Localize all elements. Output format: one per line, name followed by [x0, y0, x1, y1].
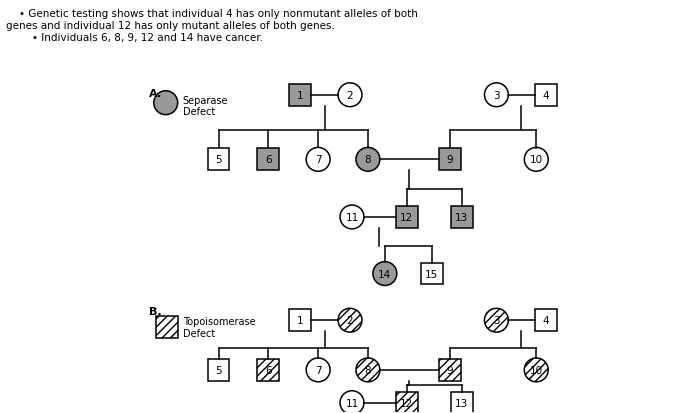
Ellipse shape [373, 262, 397, 286]
Text: 5: 5 [215, 365, 222, 375]
FancyBboxPatch shape [439, 149, 461, 171]
Text: 12: 12 [400, 398, 414, 408]
Text: 3: 3 [493, 316, 500, 325]
FancyBboxPatch shape [536, 85, 557, 107]
FancyBboxPatch shape [451, 206, 473, 228]
Text: 7: 7 [315, 365, 321, 375]
Text: 12: 12 [400, 212, 414, 222]
Text: 4: 4 [543, 316, 550, 325]
Ellipse shape [484, 83, 508, 107]
Text: 9: 9 [447, 365, 453, 375]
Text: 13: 13 [455, 398, 468, 408]
FancyBboxPatch shape [258, 149, 279, 171]
FancyBboxPatch shape [258, 359, 279, 381]
Text: 9: 9 [447, 155, 453, 165]
Text: A.: A. [149, 88, 162, 99]
Text: Defect: Defect [183, 328, 215, 338]
FancyBboxPatch shape [395, 392, 418, 413]
FancyBboxPatch shape [289, 85, 312, 107]
Ellipse shape [524, 358, 548, 382]
Text: 11: 11 [345, 398, 358, 408]
Text: 7: 7 [315, 155, 321, 165]
Text: 6: 6 [265, 155, 272, 165]
FancyBboxPatch shape [421, 263, 442, 285]
Text: • Individuals 6, 8, 9, 12 and 14 have cancer.: • Individuals 6, 8, 9, 12 and 14 have ca… [6, 33, 263, 43]
Text: Topoisomerase: Topoisomerase [183, 316, 256, 326]
Text: B.: B. [149, 306, 162, 316]
Ellipse shape [338, 83, 362, 107]
FancyBboxPatch shape [208, 149, 230, 171]
Text: 15: 15 [425, 269, 438, 279]
Ellipse shape [338, 309, 362, 332]
FancyBboxPatch shape [439, 359, 461, 381]
Text: 14: 14 [378, 269, 391, 279]
FancyBboxPatch shape [208, 359, 230, 381]
Text: • Genetic testing shows that individual 4 has only nonmutant alleles of both: • Genetic testing shows that individual … [6, 9, 418, 19]
Text: 11: 11 [345, 212, 358, 222]
Ellipse shape [340, 206, 364, 229]
Text: 2: 2 [346, 90, 354, 100]
Text: 13: 13 [455, 212, 468, 222]
FancyBboxPatch shape [451, 392, 473, 413]
Text: 8: 8 [365, 365, 371, 375]
Ellipse shape [306, 148, 330, 172]
Text: 4: 4 [543, 90, 550, 100]
Text: 1: 1 [297, 90, 304, 100]
Ellipse shape [154, 92, 178, 115]
Ellipse shape [306, 358, 330, 382]
Text: 2: 2 [346, 316, 354, 325]
Ellipse shape [484, 309, 508, 332]
Text: Separase: Separase [183, 95, 228, 105]
Text: genes and individual 12 has only mutant alleles of both genes.: genes and individual 12 has only mutant … [6, 21, 335, 31]
Text: 10: 10 [530, 365, 542, 375]
Text: 5: 5 [215, 155, 222, 165]
FancyBboxPatch shape [289, 310, 312, 331]
FancyBboxPatch shape [156, 316, 178, 338]
Text: 1: 1 [297, 316, 304, 325]
Text: 10: 10 [530, 155, 542, 165]
Ellipse shape [356, 358, 380, 382]
Text: Defect: Defect [183, 107, 215, 116]
Ellipse shape [340, 391, 364, 413]
Ellipse shape [356, 148, 380, 172]
Text: 8: 8 [365, 155, 371, 165]
Text: 6: 6 [265, 365, 272, 375]
Ellipse shape [524, 148, 548, 172]
FancyBboxPatch shape [395, 206, 418, 228]
FancyBboxPatch shape [536, 310, 557, 331]
Text: 3: 3 [493, 90, 500, 100]
